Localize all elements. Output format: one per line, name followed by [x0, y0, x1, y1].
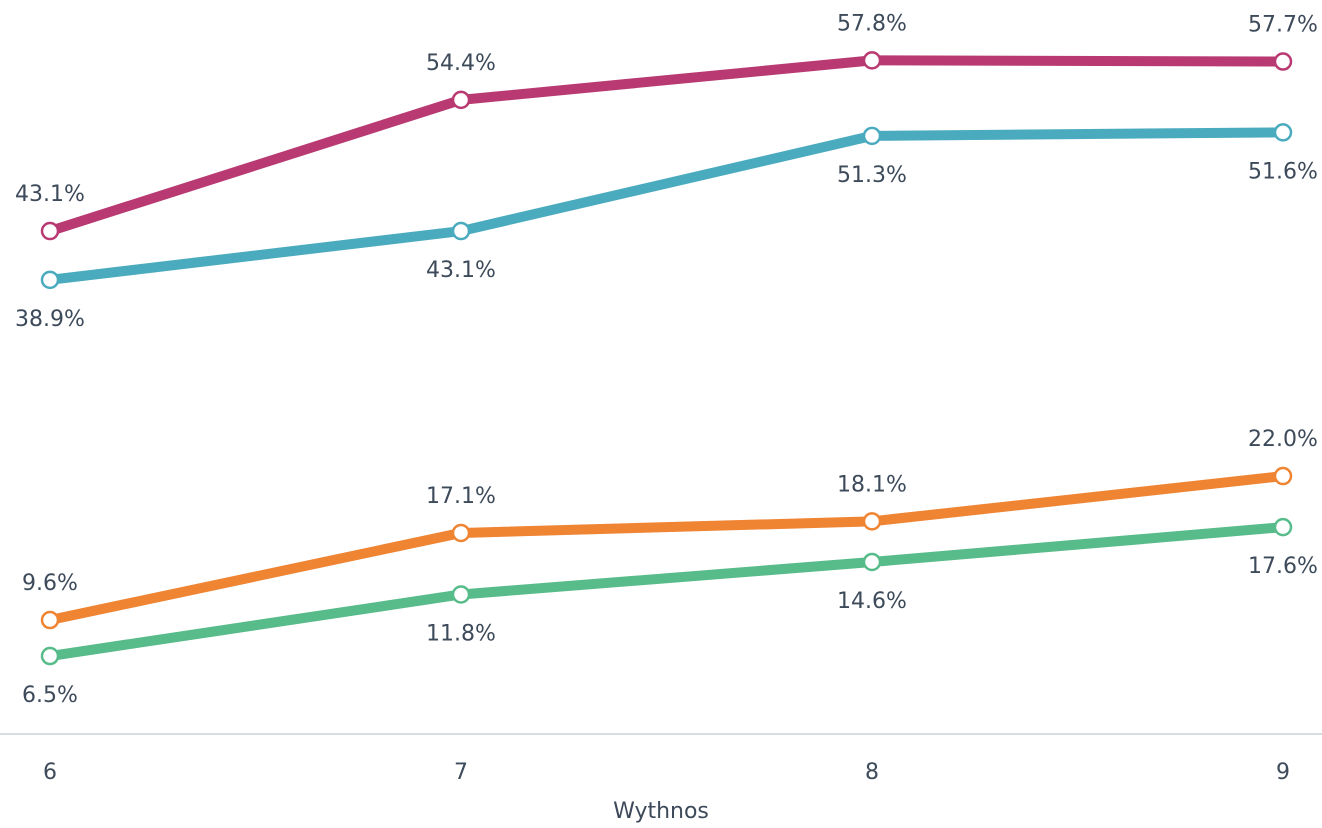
data-label: 38.9% — [15, 307, 85, 332]
data-label: 17.1% — [426, 484, 496, 509]
data-label: 57.7% — [1248, 13, 1318, 38]
data-label: 51.6% — [1248, 159, 1318, 184]
data-label: 17.6% — [1248, 554, 1318, 579]
point-marker — [40, 270, 60, 290]
point-marker — [40, 221, 60, 241]
data-label: 11.8% — [426, 621, 496, 646]
data-label: 6.5% — [22, 683, 78, 708]
data-label: 57.8% — [837, 11, 907, 36]
data-label: 43.1% — [426, 258, 496, 283]
point-marker — [40, 610, 60, 630]
point-marker — [40, 646, 60, 666]
x-tick-label: 8 — [865, 760, 879, 785]
series-line — [45, 522, 1288, 662]
series-line — [45, 471, 1288, 626]
x-tick-label: 7 — [454, 760, 468, 785]
x-tick-label: 9 — [1276, 760, 1290, 785]
x-axis-title: Wythnos — [613, 799, 709, 824]
point-marker — [1273, 123, 1293, 142]
series-line — [45, 127, 1288, 285]
data-label: 9.6% — [22, 571, 78, 596]
data-label: 22.0% — [1248, 427, 1318, 452]
data-label: 18.1% — [837, 472, 907, 497]
x-tick-label: 6 — [43, 760, 57, 785]
point-marker — [451, 221, 471, 241]
point-marker — [1273, 466, 1293, 486]
series-line — [45, 55, 1288, 237]
point-marker — [451, 585, 471, 604]
data-label: 54.4% — [426, 51, 496, 76]
point-marker — [862, 51, 882, 70]
point-marker — [862, 552, 882, 572]
data-label: 14.6% — [837, 589, 907, 614]
point-marker — [1273, 517, 1293, 537]
point-marker — [451, 90, 471, 110]
point-marker — [451, 523, 471, 543]
data-label: 51.3% — [837, 163, 907, 188]
data-label: 43.1% — [15, 182, 85, 207]
point-marker — [1273, 52, 1293, 71]
point-marker — [862, 512, 882, 531]
point-marker — [862, 126, 882, 146]
